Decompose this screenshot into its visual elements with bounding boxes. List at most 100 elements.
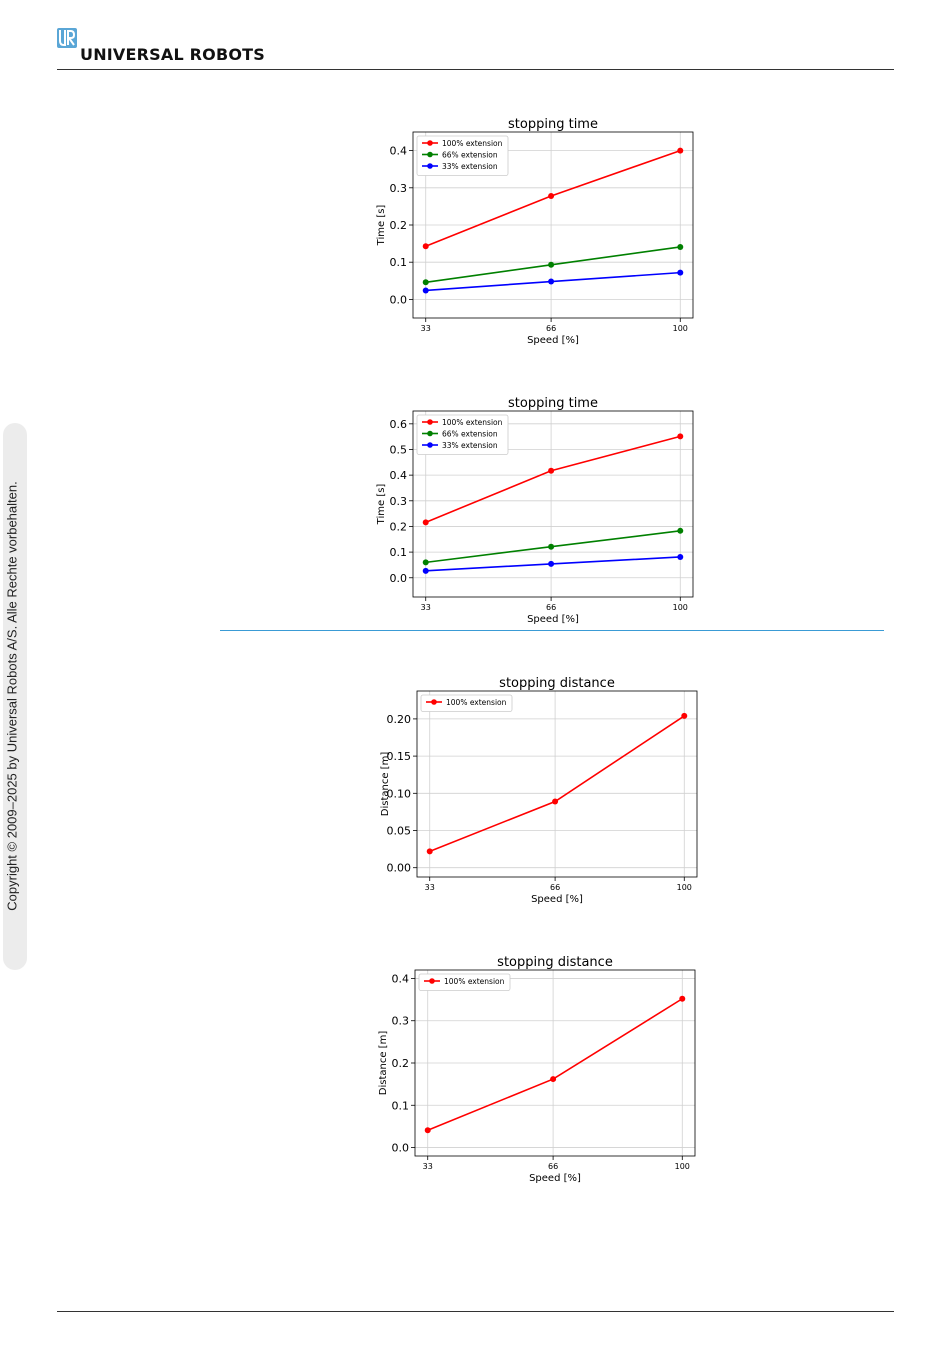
legend-marker <box>427 163 433 169</box>
stopping-time-chart-2: 0.0 0.1 0.2 0.3 0.4 0.5 0.6 33 66 100 100% extensi… <box>376 396 694 625</box>
y-tick-label: 0.1 <box>390 546 408 559</box>
legend-marker <box>427 419 433 425</box>
data-point <box>422 287 429 294</box>
header-rule <box>57 69 894 70</box>
data-point <box>548 278 555 285</box>
y-tick-label: 0.00 <box>387 862 412 875</box>
y-tick-label: 0.4 <box>390 469 408 482</box>
data-point <box>552 798 559 805</box>
data-point <box>548 560 555 567</box>
plot-frame <box>414 969 696 1157</box>
data-point <box>426 848 433 855</box>
y-tick-label: 0.4 <box>390 145 408 158</box>
y-tick-label: 0.5 <box>390 443 408 456</box>
copyright-sidebar <box>3 423 27 970</box>
logo-mark-r <box>67 30 76 46</box>
y-tick-label: 0.05 <box>387 825 412 838</box>
x-tick-label: 100 <box>673 324 688 333</box>
chart-title: stopping distance <box>497 955 613 970</box>
legend-box <box>418 973 511 991</box>
y-tick-label: 0.1 <box>392 1099 410 1112</box>
plot-background <box>417 691 697 877</box>
x-tick-label: 100 <box>673 603 688 612</box>
x-tick-label: 66 <box>550 883 560 892</box>
data-point <box>422 559 429 566</box>
x-tick-label: 33 <box>421 324 431 333</box>
x-axis-label: Speed [%] <box>527 614 579 625</box>
y-axis-label: Time [s] <box>376 484 387 526</box>
legend-box <box>420 694 513 712</box>
data-point <box>677 147 684 154</box>
data-point <box>422 243 429 250</box>
legend-label: 66% extension <box>442 430 498 439</box>
x-tick-label: 100 <box>675 1162 690 1171</box>
data-point <box>422 567 429 574</box>
y-tick-label: 0.20 <box>387 713 412 726</box>
y-tick-label: 0.0 <box>390 572 408 585</box>
data-point <box>677 243 684 250</box>
x-tick-label: 66 <box>546 324 556 333</box>
data-point <box>677 527 684 534</box>
y-tick-label: 0.2 <box>392 1057 410 1070</box>
y-tick-label: 0.0 <box>390 293 408 306</box>
legend-box <box>416 135 509 176</box>
data-point <box>548 261 555 268</box>
x-axis-label: Speed [%] <box>527 335 579 346</box>
x-tick-label: 33 <box>425 883 435 892</box>
x-tick-label: 100 <box>677 883 692 892</box>
x-tick-label: 33 <box>421 603 431 612</box>
legend-marker <box>429 978 435 984</box>
legend-label: 100% extension <box>444 977 505 986</box>
data-point <box>677 553 684 560</box>
legend-marker <box>427 140 433 146</box>
legend-label: 100% extension <box>442 418 503 427</box>
x-axis-label: Speed [%] <box>529 1173 581 1184</box>
data-point <box>677 433 684 440</box>
chart-title: stopping distance <box>499 676 615 691</box>
footer-rule <box>57 1311 894 1312</box>
plot-frame <box>412 131 694 319</box>
y-axis-label: Distance [m] <box>380 752 391 817</box>
legend-marker <box>427 151 433 158</box>
plot-frame <box>416 690 698 878</box>
section-divider <box>220 630 884 631</box>
data-point <box>548 543 555 550</box>
y-tick-label: 0.15 <box>387 750 412 763</box>
data-point <box>548 467 555 474</box>
legend-label: 33% extension <box>442 162 498 171</box>
legend-label: 33% extension <box>442 441 498 450</box>
legend-marker <box>427 442 433 448</box>
y-axis-label: Distance [m] <box>378 1031 389 1096</box>
y-tick-label: 0.10 <box>387 787 412 800</box>
x-tick-label: 33 <box>423 1162 433 1171</box>
legend-label: 100% extension <box>446 698 507 707</box>
legend-marker <box>427 430 433 437</box>
legend-label: 100% extension <box>442 139 503 148</box>
data-point <box>550 1076 557 1083</box>
data-point <box>677 269 684 276</box>
logo-mark-u <box>59 30 66 46</box>
logo-text: UNIVERSAL ROBOTS <box>80 45 265 64</box>
copyright-text: Copyright © 2009–2025 by Universal Robot… <box>4 481 20 911</box>
stopping-time-chart-1: 0.0 0.1 0.2 0.3 0.4 33 66 100 100% extension 66% … <box>376 117 694 346</box>
data-point <box>548 192 555 199</box>
y-tick-label: 0.6 <box>390 418 408 431</box>
legend-label: 66% extension <box>442 151 498 160</box>
y-tick-label: 0.3 <box>390 495 408 508</box>
stopping-distance-chart-1: 0.00 0.05 0.10 0.15 0.20 33 66 100 100% extensio… <box>380 676 698 905</box>
ur-logo-icon <box>57 28 77 48</box>
plot-frame <box>412 410 694 598</box>
data-point <box>679 995 686 1002</box>
data-point <box>424 1127 431 1134</box>
legend-box <box>416 414 509 455</box>
legend-marker <box>431 699 437 705</box>
y-tick-label: 0.3 <box>392 1015 410 1028</box>
x-tick-label: 66 <box>548 1162 558 1171</box>
data-point <box>422 519 429 526</box>
y-tick-label: 0.2 <box>390 520 408 533</box>
chart-title: stopping time <box>508 396 598 411</box>
y-tick-label: 0.4 <box>392 972 410 985</box>
x-axis-label: Speed [%] <box>531 894 583 905</box>
y-tick-label: 0.2 <box>390 219 408 232</box>
data-point <box>681 712 688 719</box>
